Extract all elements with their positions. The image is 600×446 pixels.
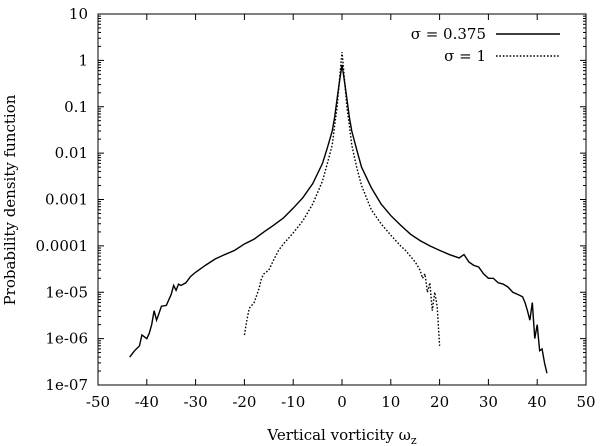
y-tick-label: 1 xyxy=(78,51,88,69)
series-layer xyxy=(129,52,548,374)
legend-label-1: σ = 0.375 xyxy=(411,25,486,43)
x-tick-label: 20 xyxy=(430,393,449,411)
y-tick-label: 1e-06 xyxy=(45,330,88,348)
y-tick-label: 1e-05 xyxy=(45,283,88,301)
series-line-1 xyxy=(129,64,548,374)
x-tick-label: -50 xyxy=(86,393,110,411)
x-axis-title-main: Vertical vorticity ω xyxy=(266,426,410,444)
x-axis: -50 -40 -30 -20 -10 0 10 20 30 40 50 xyxy=(86,14,596,411)
y-tick-label: 10 xyxy=(69,5,88,23)
y-axis-title: Probability density function xyxy=(1,94,19,305)
y-tick-label: 1e-07 xyxy=(45,376,88,394)
x-tick-label: 50 xyxy=(576,393,595,411)
x-tick-label: 10 xyxy=(381,393,400,411)
y-tick-label: 0.1 xyxy=(64,98,88,116)
plot-frame xyxy=(97,13,587,386)
x-tick-label: -40 xyxy=(135,393,159,411)
legend-label-2: σ = 1 xyxy=(444,47,486,65)
x-tick-label: -10 xyxy=(281,393,305,411)
x-tick-label: 40 xyxy=(528,393,547,411)
y-tick-label: 0.001 xyxy=(45,191,88,209)
y-axis: 1e-07 1e-06 1e-05 0.0001 0.001 0.01 0.1 1 10 xyxy=(36,5,586,394)
x-axis-title-subscript: z xyxy=(411,434,417,446)
x-axis-title: Vertical vorticity ωz xyxy=(266,426,416,446)
x-tick-label: -30 xyxy=(184,393,208,411)
legend: σ = 0.375 σ = 1 xyxy=(411,25,560,65)
series-line-2 xyxy=(243,52,441,346)
y-tick-label: 0.01 xyxy=(55,144,88,162)
x-tick-label: 0 xyxy=(337,393,347,411)
y-tick-label: 0.0001 xyxy=(36,237,89,255)
x-tick-label: 30 xyxy=(479,393,498,411)
x-tick-label: -20 xyxy=(232,393,256,411)
